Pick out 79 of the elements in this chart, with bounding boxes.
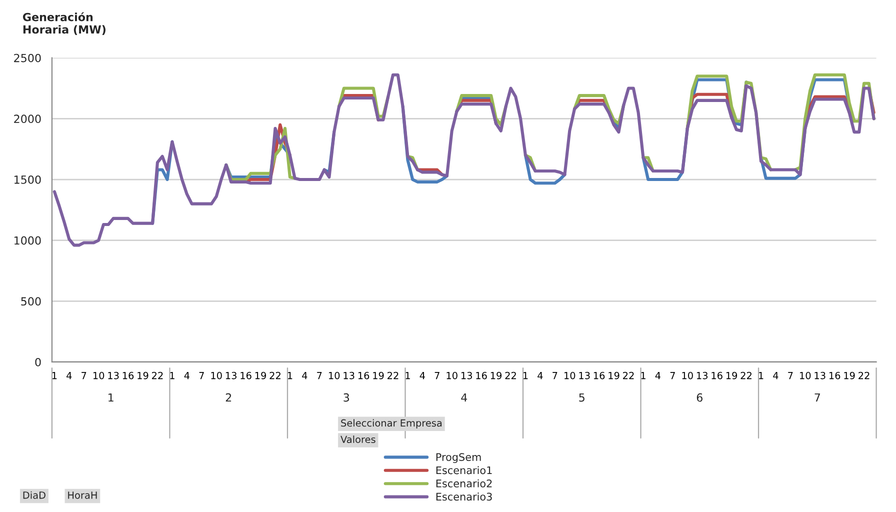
x-tick-label: 10 xyxy=(446,372,458,380)
text: HoraH xyxy=(68,492,97,499)
x-tick-label: 10 xyxy=(211,372,222,380)
y-tick-label: 500 xyxy=(21,297,41,306)
legend-label: Escenario3 xyxy=(436,492,492,501)
x-tick-label: 4 xyxy=(66,372,72,380)
text: 3 xyxy=(344,393,350,402)
x-tick-label: 10 xyxy=(328,372,340,380)
text: 5 xyxy=(579,393,584,402)
x-tick-label: 22 xyxy=(740,372,752,380)
x-tick-label: 7 xyxy=(434,372,440,380)
x-tick-label: 13 xyxy=(461,372,472,380)
text: Valores xyxy=(340,436,376,444)
x-tick-label: 16 xyxy=(594,372,605,380)
x-tick-label: 13 xyxy=(344,372,354,380)
x-tick-label: 10 xyxy=(93,372,104,380)
x-tick-label: 7 xyxy=(552,372,558,380)
x-tick-label: 16 xyxy=(829,372,840,380)
x-tick-label: 16 xyxy=(712,372,722,380)
x-tick-label: 16 xyxy=(476,372,487,380)
x-tick-label: 7 xyxy=(317,372,322,380)
x-tick-label: 4 xyxy=(420,372,425,380)
x-tick-label: 4 xyxy=(538,372,543,380)
x-tick-label: 22 xyxy=(388,372,398,380)
x-tick-label: 19 xyxy=(255,372,266,380)
text: 1 xyxy=(108,393,114,402)
x-tick-label: 19 xyxy=(608,372,620,380)
x-tick-label: 13 xyxy=(108,372,119,380)
x-tick-label: 19 xyxy=(844,372,855,380)
x-tick-label: 10 xyxy=(800,372,811,380)
x-tick-label: 13 xyxy=(226,372,236,380)
x-tick-label: 1 xyxy=(52,372,57,380)
x-tick-label: 19 xyxy=(138,372,148,380)
x-tick-label: 22 xyxy=(270,372,280,380)
x-tick-label: 22 xyxy=(858,372,870,380)
x-tick-label: 1 xyxy=(641,372,646,380)
y-tick-label: 2000 xyxy=(14,114,41,124)
x-tick-label: 4 xyxy=(302,372,308,380)
x-tick-label: 16 xyxy=(240,372,252,380)
x-tick-label: 1 xyxy=(170,372,174,380)
x-tick-label: 19 xyxy=(490,372,502,380)
legend-label: ProgSem xyxy=(436,453,481,464)
x-tick-label: 16 xyxy=(358,372,370,380)
legend-label: Escenario2 xyxy=(436,479,492,488)
x-tick-label: 4 xyxy=(655,372,660,380)
x-tick-label: 7 xyxy=(199,372,204,380)
y-tick-label: 1000 xyxy=(14,236,41,245)
y-tick-label: 0 xyxy=(35,358,41,366)
text: 2 xyxy=(226,393,232,402)
x-tick-label: 19 xyxy=(373,372,384,380)
text: Seleccionar Empresa xyxy=(341,419,442,429)
y-axis-title: Generación Horaria (MW) xyxy=(22,12,106,35)
x-tick-label: 1 xyxy=(288,372,292,380)
x-tick-label: 10 xyxy=(682,372,693,380)
x-tick-label: 7 xyxy=(670,372,675,380)
x-tick-label: 1 xyxy=(758,372,764,380)
text: DiaD xyxy=(23,491,46,499)
y-tick-label: 2500 xyxy=(14,54,41,62)
x-tick-label: 22 xyxy=(152,372,163,380)
x-tick-label: 4 xyxy=(773,372,778,380)
line-series xyxy=(52,73,876,247)
x-tick-label: 10 xyxy=(564,372,576,380)
x-tick-label: 13 xyxy=(814,372,826,380)
x-tick-label: 13 xyxy=(579,372,590,380)
x-tick-label: 1 xyxy=(523,372,528,380)
text: 4 xyxy=(461,393,468,402)
legend-label: Escenario1 xyxy=(436,466,492,474)
x-tick-label: 1 xyxy=(406,372,410,380)
x-tick-label: 13 xyxy=(696,372,708,380)
x-tick-label: 7 xyxy=(788,372,793,380)
x-tick-label: 4 xyxy=(184,372,190,380)
x-tick-label: 19 xyxy=(726,372,738,380)
x-tick-label: 7 xyxy=(82,372,86,380)
text: 7 xyxy=(814,393,820,402)
x-tick-label: 16 xyxy=(122,372,134,380)
x-tick-label: 22 xyxy=(623,372,634,380)
x-tick-label: 22 xyxy=(505,372,516,380)
y-tick-label: 1500 xyxy=(14,175,41,184)
text: 6 xyxy=(696,393,702,402)
